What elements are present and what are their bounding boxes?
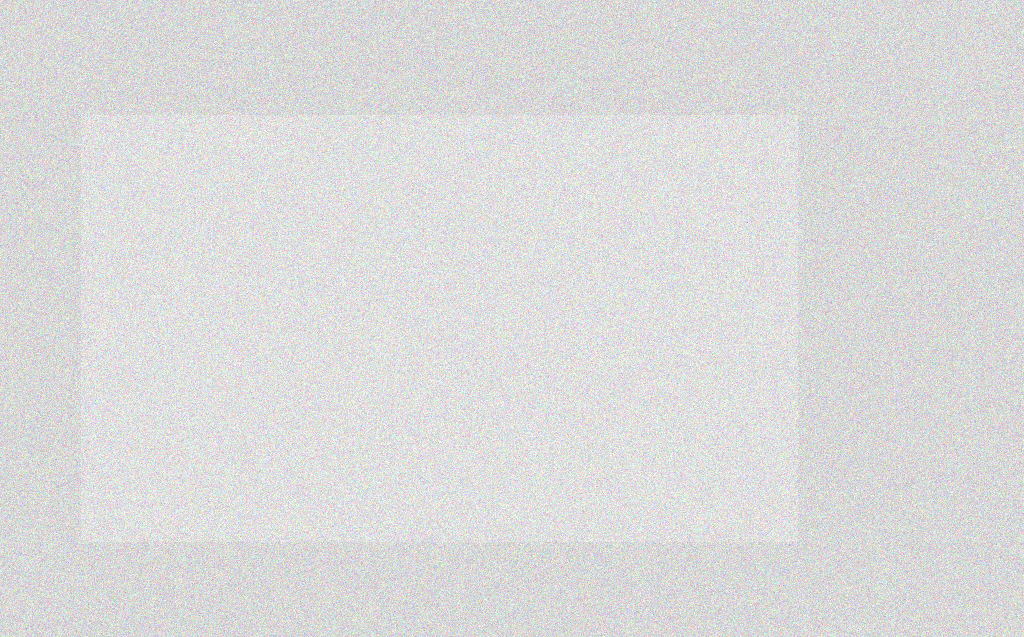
Point [739, 304, 756, 315]
Point [88, 361, 104, 371]
Point [117, 200, 133, 210]
Point [399, 275, 416, 285]
Point [229, 318, 246, 328]
Point [627, 283, 643, 293]
Point [598, 323, 614, 333]
Point [314, 312, 331, 322]
Point [683, 339, 699, 349]
Point [513, 294, 529, 304]
Title: MALE'
TEMPERATURE MEDIE
OTTOBRE: MALE' TEMPERATURE MEDIE OTTOBRE [340, 48, 541, 108]
Point [202, 403, 218, 413]
Point [712, 368, 728, 378]
Point [457, 294, 473, 304]
Point [144, 366, 161, 376]
Point [484, 243, 501, 253]
Point [569, 363, 586, 373]
X-axis label: Anno: Anno [420, 589, 461, 603]
Point [768, 248, 784, 259]
Legend: •2018, Anni precedenti, Media attesa: •2018, Anni precedenti, Media attesa [868, 6, 1018, 75]
Point [542, 304, 558, 315]
Point [258, 318, 274, 328]
Point [287, 157, 303, 168]
Y-axis label: Temperatura (°C): Temperatura (°C) [25, 261, 39, 396]
Point [654, 243, 671, 253]
Point [343, 435, 359, 445]
Point [173, 334, 189, 344]
Point [428, 179, 444, 189]
Point [372, 227, 388, 237]
